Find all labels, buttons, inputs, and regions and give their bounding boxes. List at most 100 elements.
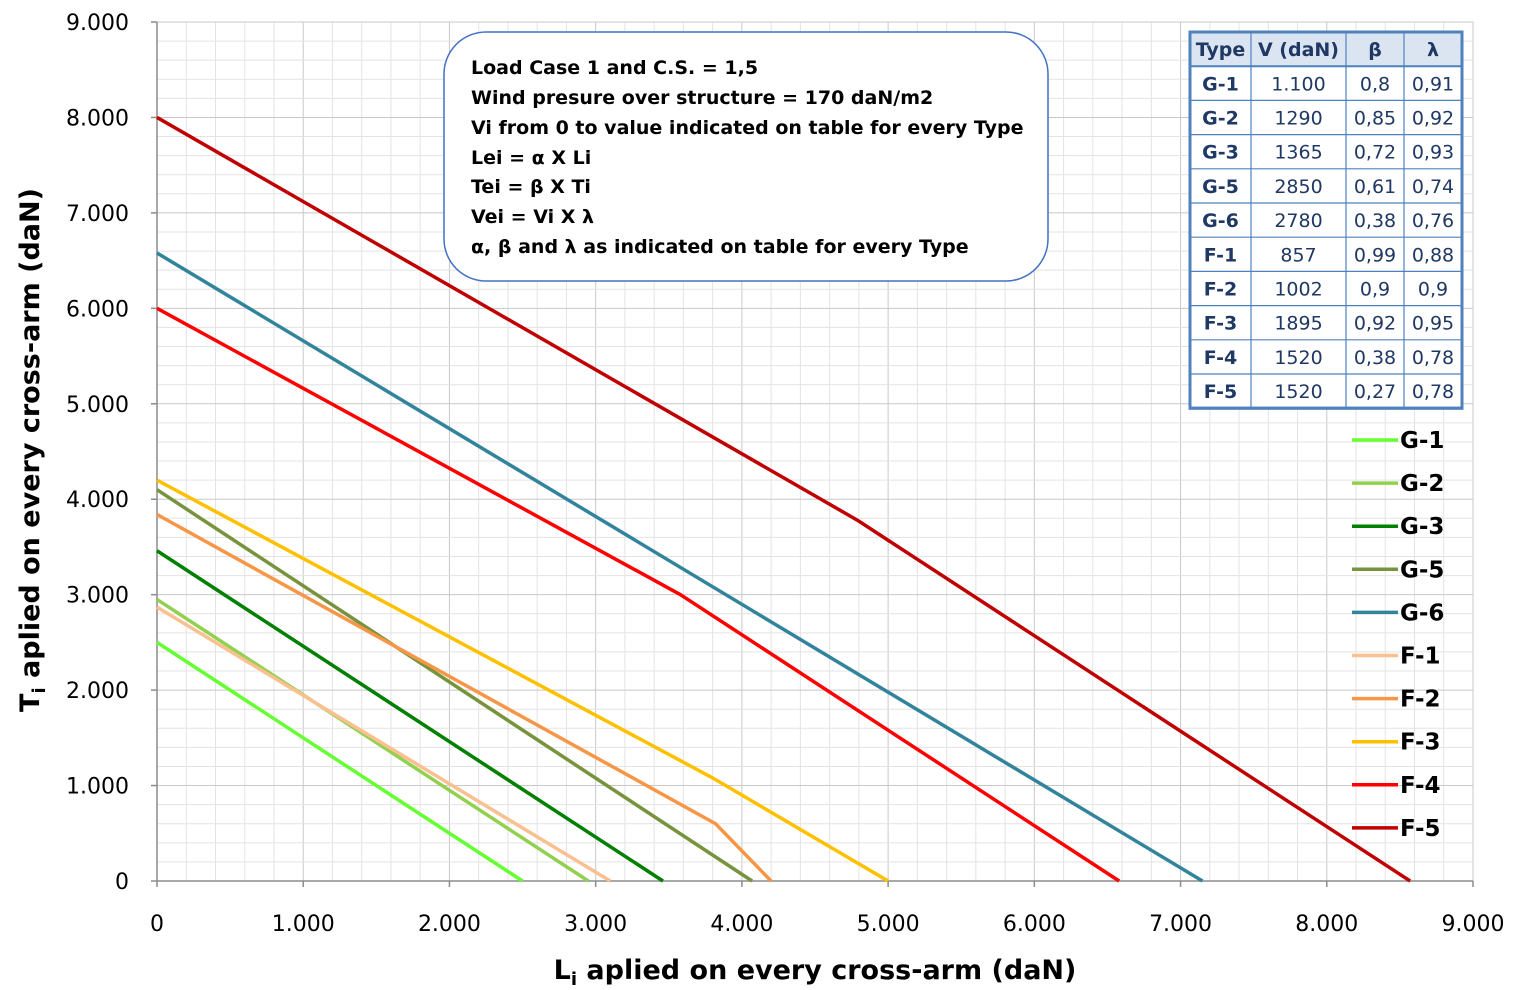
note-line: Vei = Vi X λ: [471, 206, 594, 228]
note-line: Lei = α X Li: [471, 147, 591, 169]
series-line-f-1: [156, 605, 612, 883]
legend-item: G-6: [1352, 600, 1444, 626]
table-header-cell: Type: [1196, 39, 1246, 61]
legend-label: G-5: [1400, 557, 1444, 583]
legend-label: G-6: [1400, 600, 1444, 626]
note-line: Load Case 1 and C.S. = 1,5: [471, 57, 758, 79]
legend-label: F-3: [1400, 730, 1441, 756]
table-cell: 0,38: [1354, 347, 1396, 369]
y-tick-label: 2.000: [66, 679, 129, 704]
table-cell: 0,93: [1412, 142, 1454, 164]
table-cell: 0,9: [1418, 279, 1448, 301]
table-cell: G-3: [1202, 142, 1239, 164]
legend-item: G-2: [1352, 471, 1444, 497]
table-cell: 1895: [1274, 313, 1322, 335]
axes: 0 1.000 2.000 3.000 4.000 5.000 6.000 7.000 8.00…: [66, 11, 1504, 937]
y-tick-label: 6.000: [66, 297, 129, 322]
series-line-f-5: [156, 115, 1412, 883]
table-cell: 2780: [1274, 210, 1322, 232]
table-cell: 1520: [1274, 381, 1322, 403]
table-cell: 1365: [1274, 142, 1322, 164]
y-tick-label: 8.000: [66, 106, 129, 131]
table-cell: 1.100: [1271, 73, 1325, 95]
x-tick-label: 1.000: [272, 912, 335, 937]
series-line-f-3: [156, 478, 889, 883]
table-cell: 0,78: [1412, 347, 1454, 369]
parameter-table: Type V (daN) β λ G-1 1.100 0,8 0,91 G-2 1290 0,85 0…: [1188, 30, 1464, 410]
table-cell: G-5: [1202, 176, 1239, 198]
table-cell: F-4: [1204, 347, 1238, 369]
table-frame: [1188, 30, 1464, 410]
series-line-g-2: [156, 597, 590, 883]
table-cell: 1002: [1274, 279, 1322, 301]
table-header-cell: β: [1368, 39, 1382, 61]
table-border: [1188, 30, 1464, 410]
y-tick-label: 1.000: [66, 775, 129, 800]
x-tick-label: 6.000: [1003, 912, 1066, 937]
table-cell: 1290: [1274, 108, 1322, 130]
x-tick-label: 0: [150, 912, 164, 937]
x-tick-label: 3.000: [564, 912, 627, 937]
table-cell: 2850: [1274, 176, 1322, 198]
table-cell: 0,78: [1412, 381, 1454, 403]
legend-item: G-1: [1352, 428, 1444, 454]
series-line-f-2: [156, 512, 773, 883]
note-line: Wind presure over structure = 170 daN/m2: [471, 87, 933, 109]
table-cell: 857: [1280, 244, 1316, 266]
legend-item: F-2: [1352, 687, 1441, 713]
x-tick-label: 9.000: [1442, 912, 1505, 937]
table-cell: 0,61: [1354, 176, 1396, 198]
table-cell: F-1: [1204, 244, 1238, 266]
y-axis-title: Ti aplied on every cross-arm (daN): [15, 188, 50, 712]
note-line: Tei = β X Ti: [471, 176, 591, 198]
legend-item: G-3: [1352, 514, 1444, 540]
table-cell: 0,72: [1354, 142, 1396, 164]
table-cell: F-5: [1204, 381, 1238, 403]
note-box: Load Case 1 and C.S. = 1,5 Wind presure …: [443, 31, 1049, 282]
legend-label: G-1: [1400, 428, 1444, 454]
table-cell: 0,88: [1412, 244, 1454, 266]
series-line-g-3: [156, 549, 664, 883]
legend-label: G-3: [1400, 514, 1444, 540]
table-cell: 1520: [1274, 347, 1322, 369]
x-tick-label: 8.000: [1295, 912, 1358, 937]
x-tick-label: 4.000: [710, 912, 773, 937]
y-tick-label: 0: [115, 870, 129, 895]
table-cell: 0,76: [1412, 210, 1454, 232]
series-lines: [156, 115, 1412, 883]
table-cell: 0,85: [1354, 108, 1396, 130]
legend-label: F-1: [1400, 644, 1441, 670]
legend-label: G-2: [1400, 471, 1444, 497]
note-line: Vi from 0 to value indicated on table fo…: [471, 117, 1023, 139]
legend-label: F-2: [1400, 687, 1441, 713]
table-cell: 0,92: [1354, 313, 1396, 335]
table-cell: G-2: [1202, 108, 1239, 130]
legend-label: F-5: [1400, 816, 1441, 842]
x-tick-label: 5.000: [857, 912, 920, 937]
table-header-bg: [1190, 32, 1462, 67]
y-tick-label: 3.000: [66, 584, 129, 609]
note-line: α, β and λ as indicated on table for eve…: [471, 236, 969, 258]
table-header-cell: V (daN): [1258, 39, 1339, 61]
series-line-g-1: [156, 640, 524, 883]
y-tick-label: 4.000: [66, 488, 129, 513]
table-cell: F-3: [1204, 313, 1238, 335]
series-line-g-5: [156, 488, 754, 883]
y-tick-label: 5.000: [66, 393, 129, 418]
table-cell: 0,9: [1360, 279, 1390, 301]
table-cell: F-2: [1204, 279, 1238, 301]
table-cell: 0,8: [1360, 73, 1390, 95]
table-cell: 0,74: [1412, 176, 1454, 198]
y-tick-label: 9.000: [66, 11, 129, 36]
table-cell: 0,38: [1354, 210, 1396, 232]
legend-item: F-5: [1352, 816, 1441, 842]
table-cell: 0,92: [1412, 108, 1454, 130]
table-cell: 0,91: [1412, 73, 1454, 95]
table-cell: 0,99: [1354, 244, 1396, 266]
y-tick-label: 7.000: [66, 202, 129, 227]
legend-item: F-1: [1352, 644, 1441, 670]
x-tick-label: 2.000: [418, 912, 481, 937]
table-cell: G-1: [1202, 73, 1239, 95]
x-axis-title: Li aplied on every cross-arm (daN): [554, 955, 1077, 990]
